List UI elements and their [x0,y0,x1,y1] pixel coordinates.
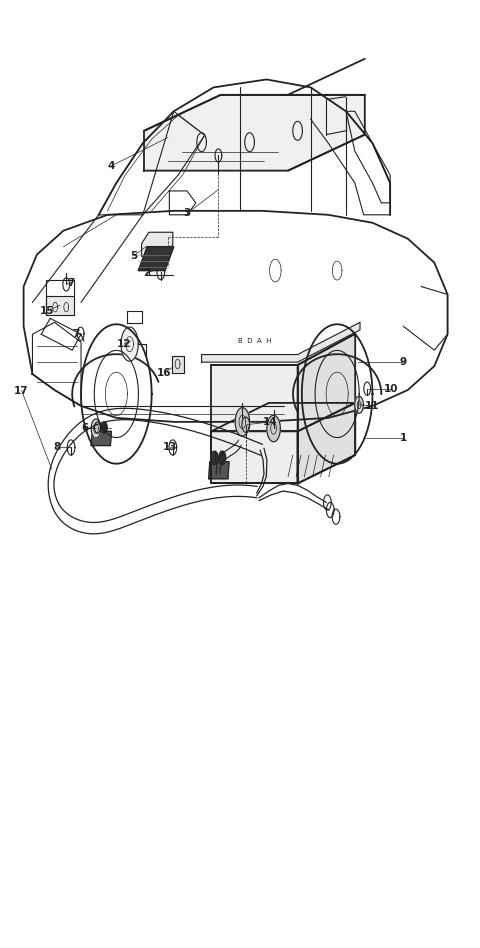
Polygon shape [242,417,250,432]
Polygon shape [172,356,184,373]
Text: 7: 7 [72,329,80,338]
Text: 15: 15 [40,306,54,316]
Text: 5: 5 [130,251,137,261]
Polygon shape [211,431,298,483]
Polygon shape [267,415,280,442]
Text: 16: 16 [157,368,171,377]
Polygon shape [219,451,226,465]
Polygon shape [91,419,101,438]
Polygon shape [211,403,355,431]
Text: 10: 10 [384,384,398,393]
Text: 9: 9 [400,357,407,367]
Text: 6: 6 [82,424,89,433]
Text: 8: 8 [53,443,60,452]
Text: 14: 14 [263,417,277,427]
Polygon shape [144,95,365,171]
Text: 2: 2 [143,268,150,278]
Polygon shape [211,365,298,483]
Text: 1: 1 [399,433,407,443]
Polygon shape [101,422,107,433]
Polygon shape [211,451,218,465]
Text: 7: 7 [67,278,75,287]
Text: 3: 3 [183,209,191,218]
Polygon shape [138,246,174,270]
Polygon shape [121,327,138,361]
Polygon shape [209,462,229,479]
Polygon shape [46,296,74,315]
Polygon shape [91,431,111,446]
Polygon shape [298,334,355,483]
Polygon shape [95,422,100,433]
Text: B  D  A  H: B D A H [238,338,271,344]
Polygon shape [202,322,360,362]
Text: 4: 4 [108,161,115,171]
Text: 13: 13 [163,443,178,452]
Polygon shape [235,408,250,436]
Text: 12: 12 [117,339,131,349]
Text: 17: 17 [14,386,29,395]
Polygon shape [142,232,173,256]
Polygon shape [298,403,355,483]
Polygon shape [355,396,363,413]
Text: 11: 11 [365,401,379,410]
